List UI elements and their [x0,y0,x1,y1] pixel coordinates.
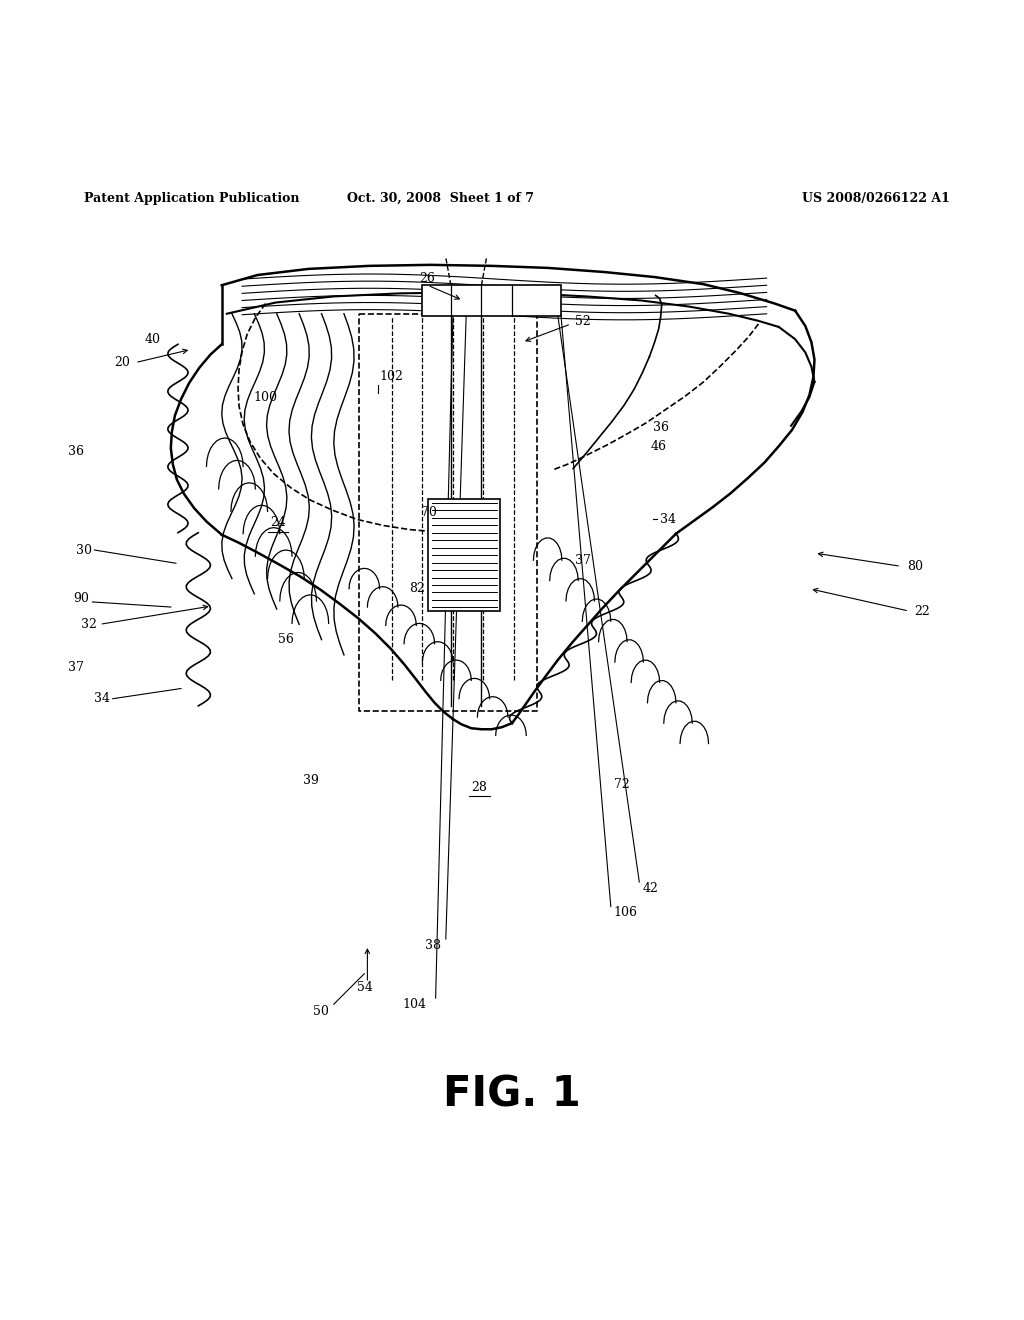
Text: 104: 104 [402,998,426,1011]
Text: 106: 106 [613,906,638,919]
Text: 52: 52 [575,315,591,329]
Text: 24: 24 [269,516,286,529]
Text: 39: 39 [303,774,319,787]
Text: 54: 54 [357,982,373,994]
Text: Patent Application Publication: Patent Application Publication [84,191,300,205]
Text: 37: 37 [575,553,591,566]
Text: 82: 82 [410,582,425,595]
Text: 32: 32 [81,618,96,631]
Text: 28: 28 [471,781,487,793]
Bar [428,499,500,611]
Text: 30: 30 [77,544,92,557]
Text: 102: 102 [380,371,403,383]
Text: 34: 34 [94,692,110,705]
Text: 37: 37 [69,660,84,673]
Text: 80: 80 [907,560,924,573]
Text: 100: 100 [254,391,278,404]
Text: 56: 56 [278,634,294,645]
Text: 22: 22 [914,605,930,618]
Text: 36: 36 [69,445,84,458]
Text: 38: 38 [425,939,440,952]
Text: FIG. 1: FIG. 1 [443,1074,581,1115]
Text: 40: 40 [144,333,161,346]
Text: 46: 46 [650,440,667,453]
Bar [422,285,561,315]
Text: 72: 72 [613,777,630,791]
Text: Oct. 30, 2008  Sheet 1 of 7: Oct. 30, 2008 Sheet 1 of 7 [347,191,535,205]
Text: 36: 36 [652,421,669,434]
Text: 34: 34 [659,513,676,525]
Text: 42: 42 [642,882,658,895]
Text: US 2008/0266122 A1: US 2008/0266122 A1 [802,191,950,205]
Text: 90: 90 [74,593,89,606]
Text: 26: 26 [420,272,435,285]
Text: 70: 70 [421,506,436,519]
Text: 50: 50 [312,1005,329,1018]
Text: 20: 20 [115,356,130,370]
